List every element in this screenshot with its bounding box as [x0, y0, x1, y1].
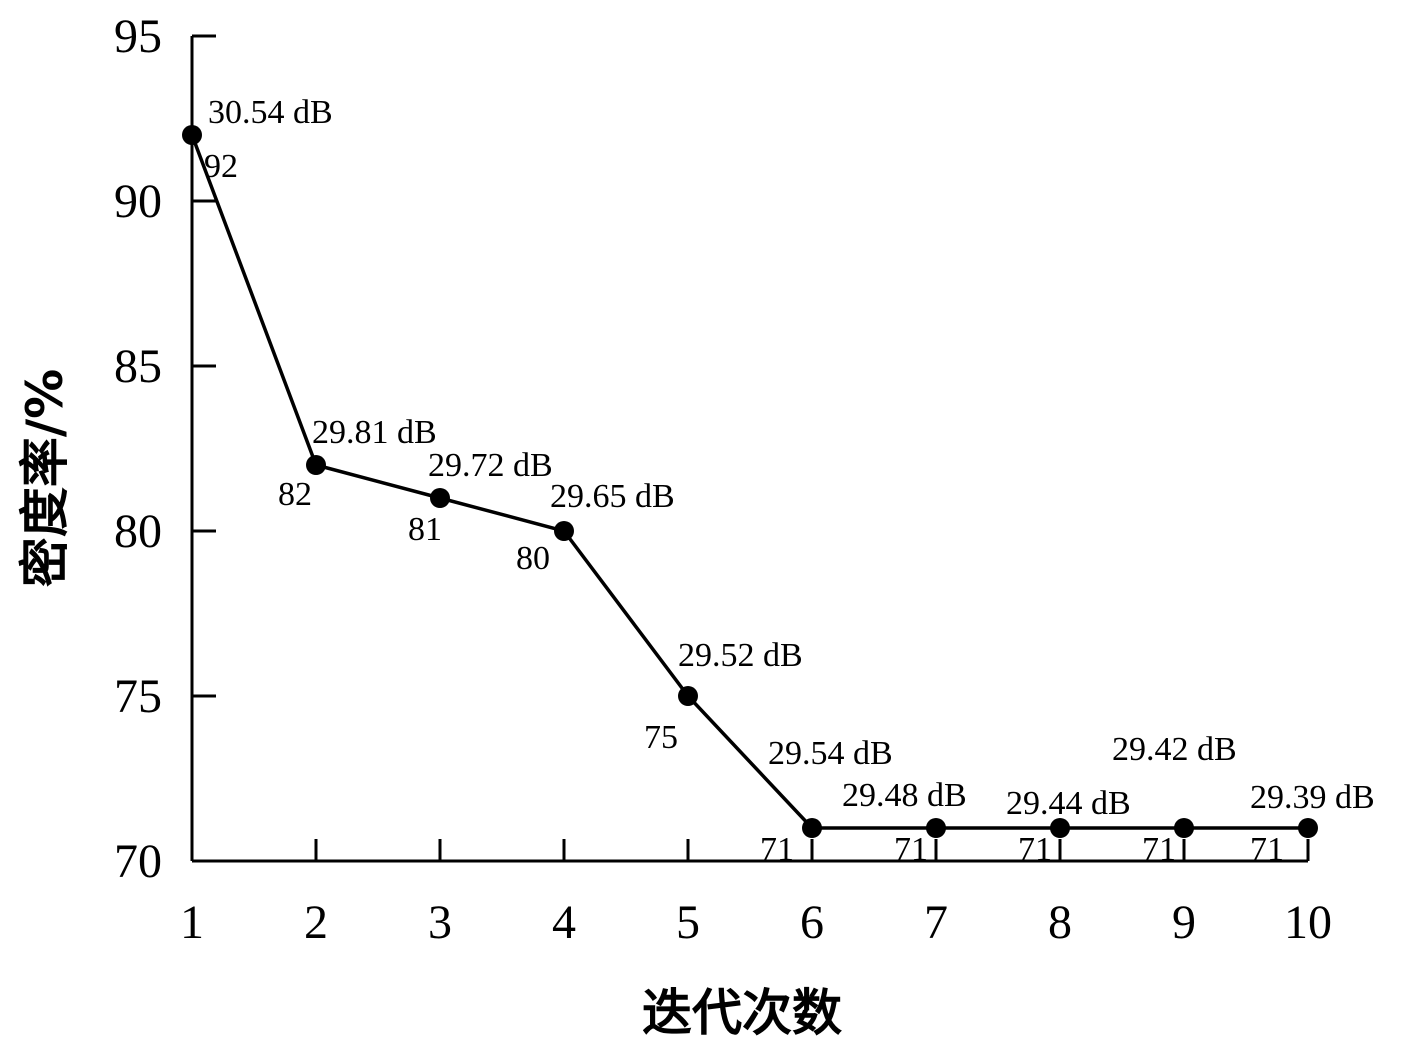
db-label-7: 29.48 dB [842, 777, 967, 814]
data-point-6 [802, 818, 822, 838]
data-point-5 [678, 686, 698, 706]
data-point-2 [306, 455, 326, 475]
x-tick-label-2: 2 [304, 896, 328, 949]
y-tick-label-75: 75 [114, 670, 162, 723]
x-tick-label-6: 6 [800, 896, 824, 949]
y-tick-label-95: 95 [114, 10, 162, 63]
y-axis: 70 75 80 85 90 95 [114, 10, 216, 888]
value-label-7: 71 [894, 831, 928, 868]
y-tick-label-90: 90 [114, 175, 162, 228]
value-label-10: 71 [1250, 831, 1284, 868]
data-point-3 [430, 488, 450, 508]
series-density [182, 125, 1318, 838]
value-label-6: 71 [760, 831, 794, 868]
db-label-4: 29.65 dB [550, 478, 675, 515]
value-label-5: 75 [644, 719, 678, 756]
value-label-2: 82 [278, 476, 312, 513]
y-tick-label-85: 85 [114, 340, 162, 393]
data-point-7 [926, 818, 946, 838]
x-tick-label-7: 7 [924, 896, 948, 949]
db-label-3: 29.72 dB [428, 447, 553, 484]
db-label-8: 29.44 dB [1006, 785, 1131, 822]
y-tick-label-80: 80 [114, 505, 162, 558]
value-label-9: 71 [1142, 831, 1176, 868]
x-tick-label-5: 5 [676, 896, 700, 949]
data-point-10 [1298, 818, 1318, 838]
db-label-1: 30.54 dB [208, 94, 333, 131]
value-label-3: 81 [408, 511, 442, 548]
x-tick-label-1: 1 [180, 896, 204, 949]
data-point-1 [182, 125, 202, 145]
data-point-8 [1050, 818, 1070, 838]
value-label-1: 92 [204, 148, 238, 185]
x-axis: 1 2 3 4 5 6 7 8 9 10 [180, 839, 1332, 949]
data-point-9 [1174, 818, 1194, 838]
value-label-4: 80 [516, 540, 550, 577]
y-axis-title: 密度率/% [16, 369, 74, 587]
data-point-4 [554, 521, 574, 541]
db-label-6: 29.54 dB [768, 735, 893, 772]
db-label-5: 29.52 dB [678, 637, 803, 674]
x-tick-label-4: 4 [552, 896, 576, 949]
series-line [190, 134, 1308, 830]
x-tick-label-9: 9 [1172, 896, 1196, 949]
x-tick-label-10: 10 [1284, 896, 1332, 949]
db-label-10: 29.39 dB [1250, 779, 1375, 816]
x-tick-label-8: 8 [1048, 896, 1072, 949]
x-tick-label-3: 3 [428, 896, 452, 949]
db-label-9: 29.42 dB [1112, 731, 1237, 768]
db-label-2: 29.81 dB [312, 414, 437, 451]
x-axis-title: 迭代次数 [642, 984, 842, 1042]
y-tick-label-70: 70 [114, 835, 162, 888]
value-label-8: 71 [1018, 831, 1052, 868]
